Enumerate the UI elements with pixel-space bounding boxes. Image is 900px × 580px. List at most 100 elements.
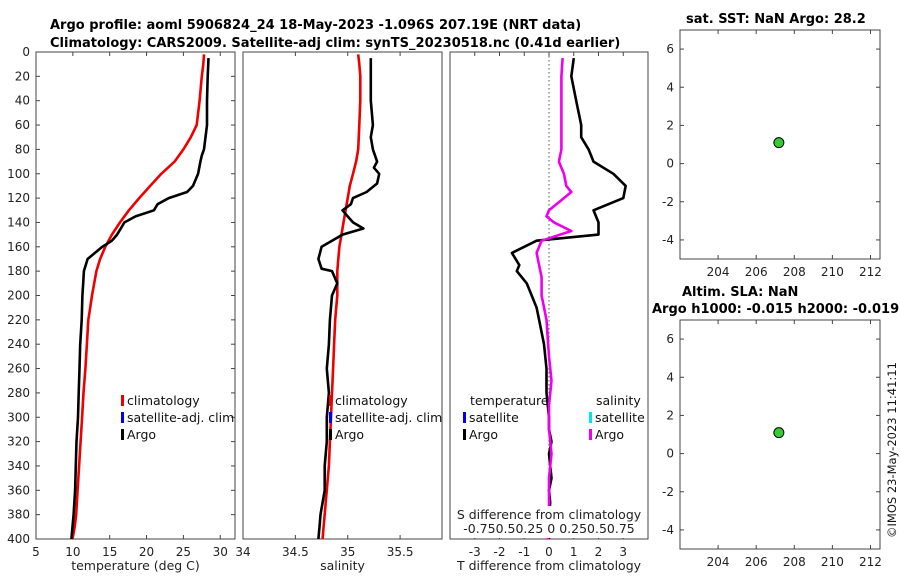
sla-xtick-label: 206 [745, 555, 768, 569]
sst-panel: 204 206 208 210 212 -4 -2 0 2 4 6 [662, 29, 882, 279]
diff-legend-t-argo-label: Argo [469, 427, 498, 442]
temperature-ytick-label: 260 [7, 362, 30, 376]
sal-legend-argo-label: Argo [335, 427, 364, 442]
sal-legend-satellite-swatch [329, 412, 332, 423]
sst-xtick-label: 208 [783, 265, 806, 279]
temperature-ytick-label: 400 [7, 532, 30, 546]
sla-point [773, 427, 785, 439]
temperature-ytick-label: 280 [7, 386, 30, 400]
sst-point [773, 137, 785, 149]
temperature-ytick-label: 220 [7, 313, 30, 327]
temperature-ytick-label: 360 [7, 483, 30, 497]
temperature-ytick-label: 320 [7, 435, 30, 449]
difference-xtick-label: -1 [518, 545, 530, 559]
diff-legend-s-argo-label: Argo [595, 427, 624, 442]
temperature-ytick-label: 0 [22, 45, 30, 59]
sst-panel-title: sat. SST: NaN Argo: 28.2 [686, 12, 866, 27]
temperature-ytick-label: 100 [7, 167, 30, 181]
temp-series-climatology [71, 54, 206, 540]
salinity-panel: 34 34.5 35 35.5 salinity climatology satellite… [235, 51, 443, 573]
temp-legend-argo-swatch [121, 429, 124, 440]
salinity-xtick-label: 35.5 [387, 545, 414, 559]
temperature-xtick-label: 20 [139, 545, 154, 559]
copyright-stamp: ©IMOS 23-May-2023 11:41:11 [885, 362, 899, 538]
sst-ytick-label: -2 [662, 195, 674, 209]
salinity-xtick-label: 34.5 [282, 545, 309, 559]
sst-xtick-label: 206 [745, 265, 768, 279]
sal-series-argo [317, 58, 381, 540]
difference-xtick-label: 3 [619, 545, 627, 559]
difference-panel: -3 -2 -1 0 1 2 3T difference from climatology t… [449, 51, 649, 573]
diff-legend-t-satellite-swatch [463, 412, 466, 423]
sla-ytick-label: 2 [666, 408, 674, 422]
temperature-panel: 5 10 15 20 25 3002040608010012014016018020022… [7, 45, 236, 573]
sla-ytick-label: 6 [666, 332, 674, 346]
temp-legend-satellite-swatch [121, 412, 124, 423]
diff-top-xtick-labels: -0.750.50.25 0 0.250.50.75 [463, 521, 635, 536]
diff-legend-s-satellite-label: satellite [595, 410, 645, 425]
sla-panel-title-line1: Altim. SLA: NaN [682, 285, 798, 300]
temperature-xtick-label: 30 [213, 545, 228, 559]
temperature-ytick-label: 200 [7, 289, 30, 303]
figure-title-line1: Argo profile: aoml 5906824_24 18-May-202… [50, 18, 581, 33]
temperature-ytick-label: 80 [15, 142, 30, 156]
temp-legend-climatology-label: climatology [127, 393, 200, 408]
temperature-ytick-label: 300 [7, 410, 30, 424]
temperature-xtick-label: 25 [176, 545, 191, 559]
sla-xtick-label: 204 [707, 555, 730, 569]
difference-xtick-label: -3 [469, 545, 481, 559]
sla-xtick-label: 212 [859, 555, 882, 569]
sst-ytick-label: -4 [662, 233, 674, 247]
sla-panel: 204 206 208 210 212 -4 -2 0 2 4 6 [662, 319, 882, 569]
temperature-ytick-label: 20 [15, 69, 30, 83]
temperature-ytick-label: 60 [15, 118, 30, 132]
sal-legend-satellite-label: satellite-adj. clim [335, 410, 442, 425]
sal-legend-climatology-swatch [329, 395, 332, 406]
sla-ytick-label: -2 [662, 485, 674, 499]
temperature-axes-box [35, 51, 236, 540]
temperature-ytick-label: 140 [7, 215, 30, 229]
temperature-ytick-label: 380 [7, 508, 30, 522]
sst-ytick-label: 0 [666, 157, 674, 171]
sla-ytick-label: 0 [666, 447, 674, 461]
sst-ytick-label: 2 [666, 118, 674, 132]
sla-xtick-label: 210 [821, 555, 844, 569]
sst-xtick-label: 212 [859, 265, 882, 279]
salinity-xlabel: salinity [320, 558, 365, 573]
sst-ytick-label: 4 [666, 80, 674, 94]
diff-series-s-argo [535, 58, 573, 539]
temperature-ytick-label: 160 [7, 240, 30, 254]
diff-legend-title-temperature: temperature [470, 393, 549, 408]
temperature-ytick-label: 340 [7, 459, 30, 473]
temperature-xtick-label: 10 [65, 545, 80, 559]
salinity-axes-box [242, 51, 443, 540]
sla-xtick-label: 208 [783, 555, 806, 569]
sst-xtick-label: 204 [707, 265, 730, 279]
sal-legend-climatology-label: climatology [335, 393, 408, 408]
diff-legend-t-satellite-label: satellite [469, 410, 519, 425]
difference-xlabel: T difference from climatology [456, 558, 642, 573]
temperature-xtick-label: 15 [102, 545, 117, 559]
diff-legend-s-argo-swatch [589, 429, 592, 440]
difference-xtick-label: 1 [570, 545, 578, 559]
sst-ytick-label: 6 [666, 42, 674, 56]
difference-xtick-label: -2 [494, 545, 506, 559]
difference-xtick-label: 0 [545, 545, 553, 559]
diff-top-xlabel: S difference from climatology [457, 507, 642, 522]
diff-legend-s-satellite-swatch [589, 412, 592, 423]
diff-legend-title-salinity: salinity [596, 393, 641, 408]
sal-series-climatology [321, 54, 362, 540]
sla-panel-title-line2: Argo h1000: -0.015 h2000: -0.019 [652, 302, 899, 317]
salinity-xtick-label: 35 [340, 545, 355, 559]
temp-legend-climatology-swatch [121, 395, 124, 406]
temperature-ytick-label: 180 [7, 264, 30, 278]
diff-legend-t-argo-swatch [463, 429, 466, 440]
temp-legend-satellite-label: satellite-adj. clim [127, 410, 234, 425]
temp-series-argo [70, 58, 210, 540]
temp-legend-argo-label: Argo [127, 427, 156, 442]
temperature-ytick-label: 120 [7, 191, 30, 205]
temperature-xtick-label: 5 [32, 545, 40, 559]
sal-legend-argo-swatch [329, 429, 332, 440]
top-axis-label-backing [452, 506, 646, 538]
